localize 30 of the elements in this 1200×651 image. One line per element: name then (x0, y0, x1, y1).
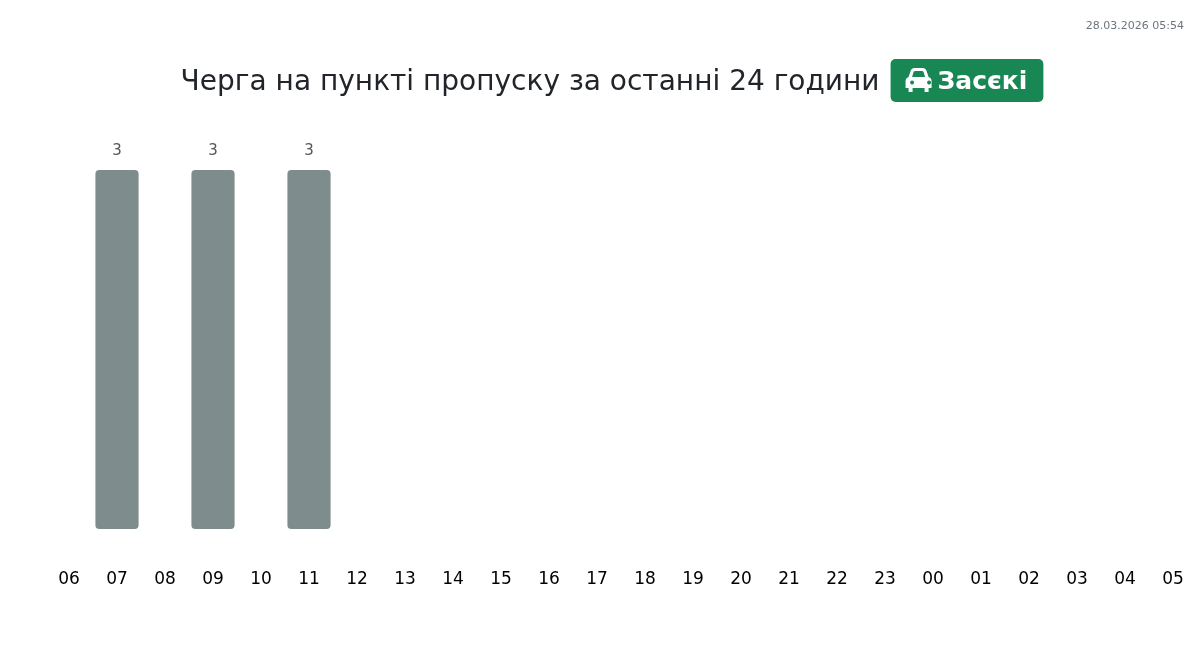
x-tick-label: 07 (106, 568, 128, 589)
chart-title: Черга на пункті пропуску за останні 24 години (180, 64, 880, 97)
x-tick-label: 14 (442, 568, 464, 589)
x-tick-label: 00 (922, 568, 944, 589)
data-label: 3 (208, 141, 218, 159)
x-tick-label: 18 (634, 568, 656, 589)
x-tick-label: 05 (1162, 568, 1184, 589)
chart-subtitle: Засєкі (937, 66, 1028, 95)
x-tick-label: 13 (394, 568, 416, 589)
x-tick-label: 09 (202, 568, 224, 589)
text: 28.03.2026 05:54 (1085, 19, 1184, 32)
x-tick-label: 12 (346, 568, 368, 589)
x-tick-label: 21 (778, 568, 800, 589)
x-tick-label: 22 (826, 568, 848, 589)
x-tick-label: 03 (1066, 568, 1088, 589)
x-tick-label: 08 (154, 568, 176, 589)
x-tick-label: 16 (538, 568, 560, 589)
x-tick-label: 23 (874, 568, 896, 589)
data-label: 3 (112, 141, 122, 159)
x-tick-label: 19 (682, 568, 704, 589)
x-tick-label: 06 (58, 568, 80, 589)
x-tick-label: 10 (250, 568, 272, 589)
x-tick-label: 11 (298, 568, 320, 589)
x-tick-label: 04 (1114, 568, 1136, 589)
data-label: 3 (304, 141, 314, 159)
x-tick-label: 15 (490, 568, 512, 589)
x-tick-label: 01 (970, 568, 992, 589)
x-tick-label: 02 (1018, 568, 1040, 589)
x-tick-label: 17 (586, 568, 608, 589)
x-tick-label: 20 (730, 568, 752, 589)
